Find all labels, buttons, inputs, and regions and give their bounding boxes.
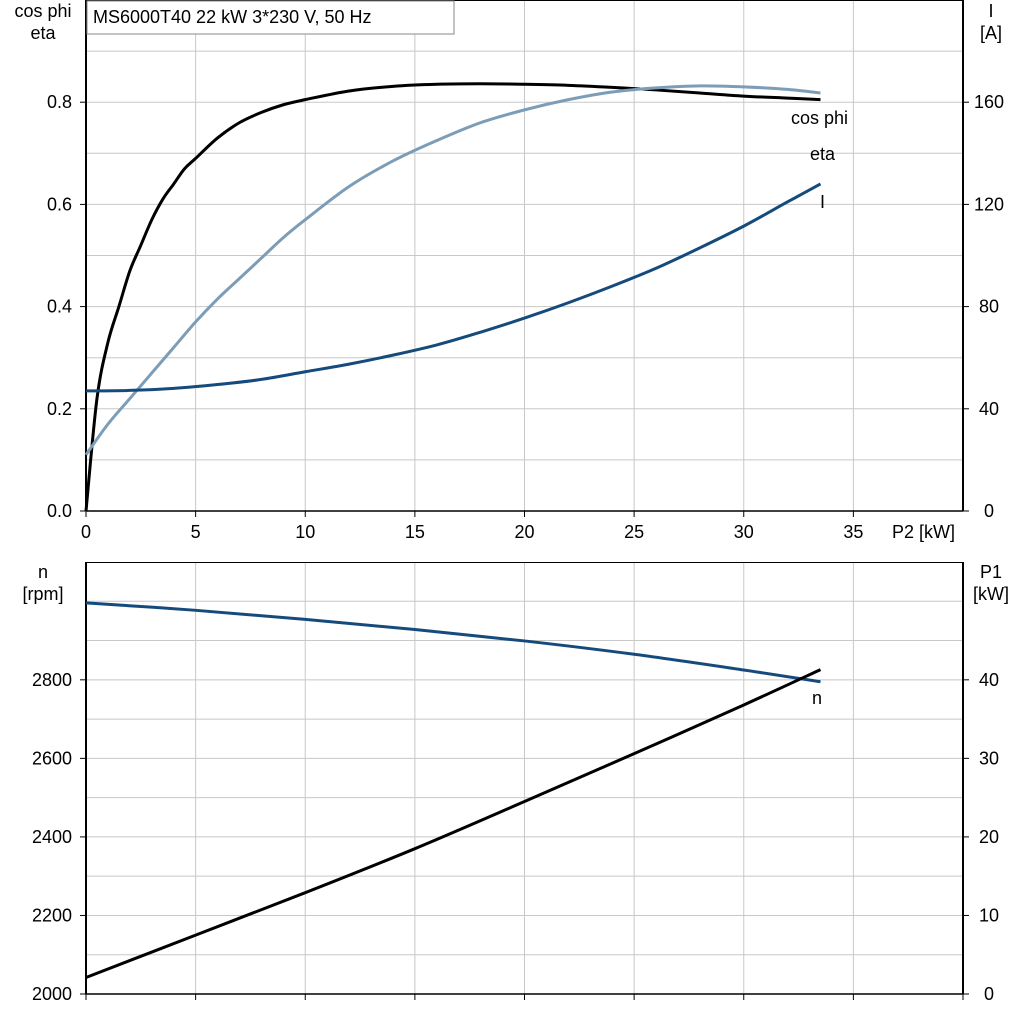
right-tick-label: 120 <box>974 194 1004 214</box>
right-axis-label: I <box>988 1 993 21</box>
right-tick-label: 0 <box>984 984 994 1004</box>
right-tick-label: 0 <box>984 501 994 521</box>
title-box <box>86 0 455 35</box>
right-tick-label: 20 <box>979 827 999 847</box>
left-tick-label: 0.0 <box>47 501 72 521</box>
right-axis-label: [kW] <box>973 584 1009 604</box>
x-tick-label: 20 <box>514 522 534 542</box>
left-tick-label: 2400 <box>32 827 72 847</box>
left-axis-label: n <box>38 562 48 582</box>
right-axis-label: P1 <box>980 562 1002 582</box>
chart-title: MS6000T40 22 kW 3*230 V, 50 Hz <box>93 7 372 27</box>
left-tick-label: 0.4 <box>47 297 72 317</box>
left-axis-label: [rpm] <box>22 584 63 604</box>
right-axis-label: [A] <box>980 23 1002 43</box>
left-tick-label: 0.2 <box>47 399 72 419</box>
x-tick-label: 35 <box>843 522 863 542</box>
right-tick-label: 30 <box>979 748 999 768</box>
upper-panel: 0 5 10 15 20 25 30 35 P2 [kW] 0.0 0.2 0.4 0.6 0.8 0 40 8… <box>14 0 1004 542</box>
series-line-eta <box>84 82 821 512</box>
series-line-i <box>85 182 822 393</box>
series-label-eta: eta <box>810 144 836 164</box>
lower-panel: 20002200240026002800010203040n[rpm]P1[kW… <box>22 562 1009 1004</box>
x-tick-label: 5 <box>191 522 201 542</box>
left-axis-label: cos phi <box>14 1 71 21</box>
x-tick-label: 25 <box>624 522 644 542</box>
left-tick-label: 0.8 <box>47 92 72 112</box>
left-tick-label: 2000 <box>32 984 72 1004</box>
series-line-n <box>85 601 821 684</box>
right-tick-label: 40 <box>979 670 999 690</box>
right-tick-label: 80 <box>979 297 999 317</box>
x-axis-label: P2 [kW] <box>892 522 955 542</box>
left-tick-label: 2200 <box>32 905 72 925</box>
left-tick-label: 2800 <box>32 670 72 690</box>
right-tick-label: 10 <box>979 905 999 925</box>
left-tick-label: 0.6 <box>47 194 72 214</box>
series-line-cos-phi <box>84 84 821 456</box>
left-axis-label: eta <box>30 23 56 43</box>
left-tick-label: 2600 <box>32 748 72 768</box>
series-line-p1 <box>85 668 822 979</box>
x-tick-label: 15 <box>405 522 425 542</box>
x-tick-label: 10 <box>295 522 315 542</box>
x-tick-label: 30 <box>734 522 754 542</box>
series-label-cos-phi: cos phi <box>791 108 848 128</box>
right-tick-label: 160 <box>974 92 1004 112</box>
series-label-n: n <box>812 688 822 708</box>
series-label-i: I <box>820 192 825 212</box>
x-tick-label: 0 <box>81 522 91 542</box>
right-tick-label: 40 <box>979 399 999 419</box>
